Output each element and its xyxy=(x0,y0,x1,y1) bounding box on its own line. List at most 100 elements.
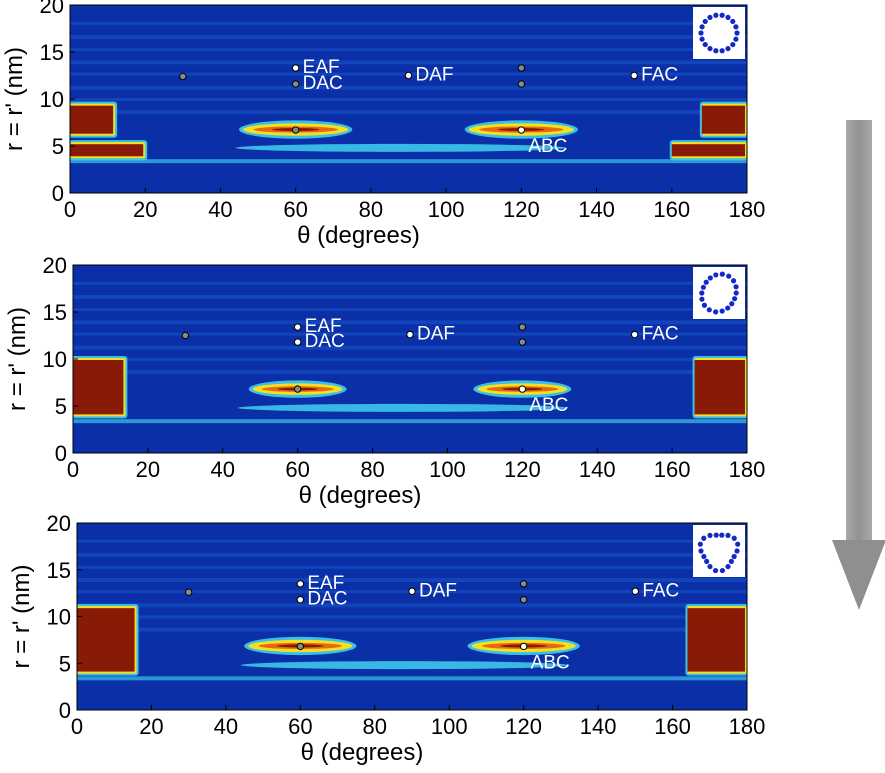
heatmap-area xyxy=(77,523,747,710)
inset-bead xyxy=(701,302,708,308)
heatmap-band xyxy=(73,281,747,285)
data-point xyxy=(517,80,526,88)
point-label: DAF xyxy=(419,580,457,601)
inset-bead xyxy=(698,548,704,554)
x-tick-label: 60 xyxy=(288,714,312,739)
point-label: EAF xyxy=(305,316,342,337)
hotspot xyxy=(701,105,745,134)
heatmap-band xyxy=(77,565,747,569)
inset-bead xyxy=(701,553,707,560)
point-label: DAC xyxy=(303,73,343,94)
heatmap-band-abc xyxy=(237,403,568,412)
inset-bead xyxy=(707,532,713,539)
ring-inset xyxy=(693,267,745,319)
x-tick-label: 180 xyxy=(729,197,766,222)
inset-bead xyxy=(719,271,725,277)
inset-bead xyxy=(731,553,737,560)
point-label: DAC xyxy=(305,331,345,352)
inset-bead xyxy=(719,532,725,538)
ring-inset xyxy=(693,7,745,59)
data-point xyxy=(291,80,300,88)
data-point xyxy=(408,587,416,595)
y-tick-label: 5 xyxy=(52,134,64,159)
inset-bead xyxy=(699,290,705,296)
inset-bead xyxy=(719,12,725,18)
ring-inset xyxy=(693,525,745,577)
data-point xyxy=(517,64,526,72)
x-tick-label: 60 xyxy=(283,197,307,222)
data-point xyxy=(519,580,528,588)
heatmap-panel-middle: 0 20 40 60 80 100 120 140 160 180 0 5 10 15 20 θ (degre… xyxy=(4,253,765,509)
inset-bead xyxy=(735,541,741,547)
y-tick-label: 20 xyxy=(43,253,67,278)
point-label: ABC xyxy=(531,652,570,673)
y-tick-label: 5 xyxy=(59,651,71,676)
y-axis-label: r = r' (nm) xyxy=(4,307,31,411)
x-axis-label: θ (degrees) xyxy=(301,739,424,766)
x-tick-label: 20 xyxy=(133,197,157,222)
data-point xyxy=(519,595,528,604)
heatmap-band xyxy=(73,345,747,350)
hotspot xyxy=(671,144,745,157)
heatmap-band xyxy=(77,539,747,543)
inset-bead xyxy=(734,30,740,36)
heatmap-band xyxy=(70,110,747,115)
x-tick-label: 180 xyxy=(729,457,766,482)
down-arrow-icon xyxy=(832,120,885,610)
inset-bead xyxy=(725,563,731,570)
x-tick-label: 60 xyxy=(285,457,309,482)
inset-bead xyxy=(726,273,732,279)
x-tick-label: 80 xyxy=(363,714,387,739)
heatmap-band-abc xyxy=(240,661,569,670)
data-point xyxy=(296,580,305,588)
data-point xyxy=(293,323,302,331)
point-label: ABC xyxy=(529,395,568,416)
inset-bead xyxy=(707,45,713,52)
heatmap-panel-top: 0 20 40 60 80 100 120 140 160 180 0 5 10 15 20 θ (degre… xyxy=(1,0,765,249)
inset-bead xyxy=(703,279,709,285)
inset-bead xyxy=(713,48,719,54)
point-label: FAC xyxy=(642,580,679,601)
inset-bead xyxy=(707,14,713,21)
hotspot xyxy=(70,144,144,157)
inset-bead xyxy=(725,14,731,21)
inset-bead xyxy=(729,301,735,307)
inset-bead xyxy=(707,563,713,570)
data-point xyxy=(296,642,305,651)
heatmap-band xyxy=(70,34,747,39)
x-tick-label: 0 xyxy=(71,714,83,739)
data-point xyxy=(404,71,413,80)
x-tick-label: 100 xyxy=(431,714,468,739)
inset-bead xyxy=(730,278,737,284)
y-tick-label: 0 xyxy=(52,181,64,206)
y-tick-label: 20 xyxy=(40,0,64,18)
hotspot xyxy=(73,360,124,415)
data-point xyxy=(519,642,528,651)
data-point xyxy=(293,385,302,393)
heatmap-band xyxy=(77,615,747,619)
heatmap-band xyxy=(70,60,747,65)
heatmap-band xyxy=(70,48,747,52)
inset-bead xyxy=(699,24,705,30)
inset-bead xyxy=(719,308,725,314)
point-label: EAF xyxy=(303,57,340,78)
inset-bead xyxy=(733,290,739,296)
x-tick-label: 40 xyxy=(214,714,238,739)
inset-bead xyxy=(699,296,705,302)
data-point xyxy=(518,385,527,393)
inset-bead xyxy=(702,41,708,48)
inset-bead xyxy=(707,275,713,281)
data-point xyxy=(518,338,527,346)
hotspot xyxy=(70,105,114,134)
inset-bead xyxy=(713,532,719,538)
inset-bead xyxy=(706,307,712,313)
data-point xyxy=(291,126,300,134)
y-tick-label: 0 xyxy=(59,698,71,723)
heatmap-band-bright xyxy=(77,676,747,681)
x-tick-label: 140 xyxy=(578,197,615,222)
heatmap-band xyxy=(70,85,747,90)
heatmap-band xyxy=(73,357,747,361)
x-tick-label: 0 xyxy=(64,197,76,222)
y-tick-label: 15 xyxy=(47,558,71,583)
